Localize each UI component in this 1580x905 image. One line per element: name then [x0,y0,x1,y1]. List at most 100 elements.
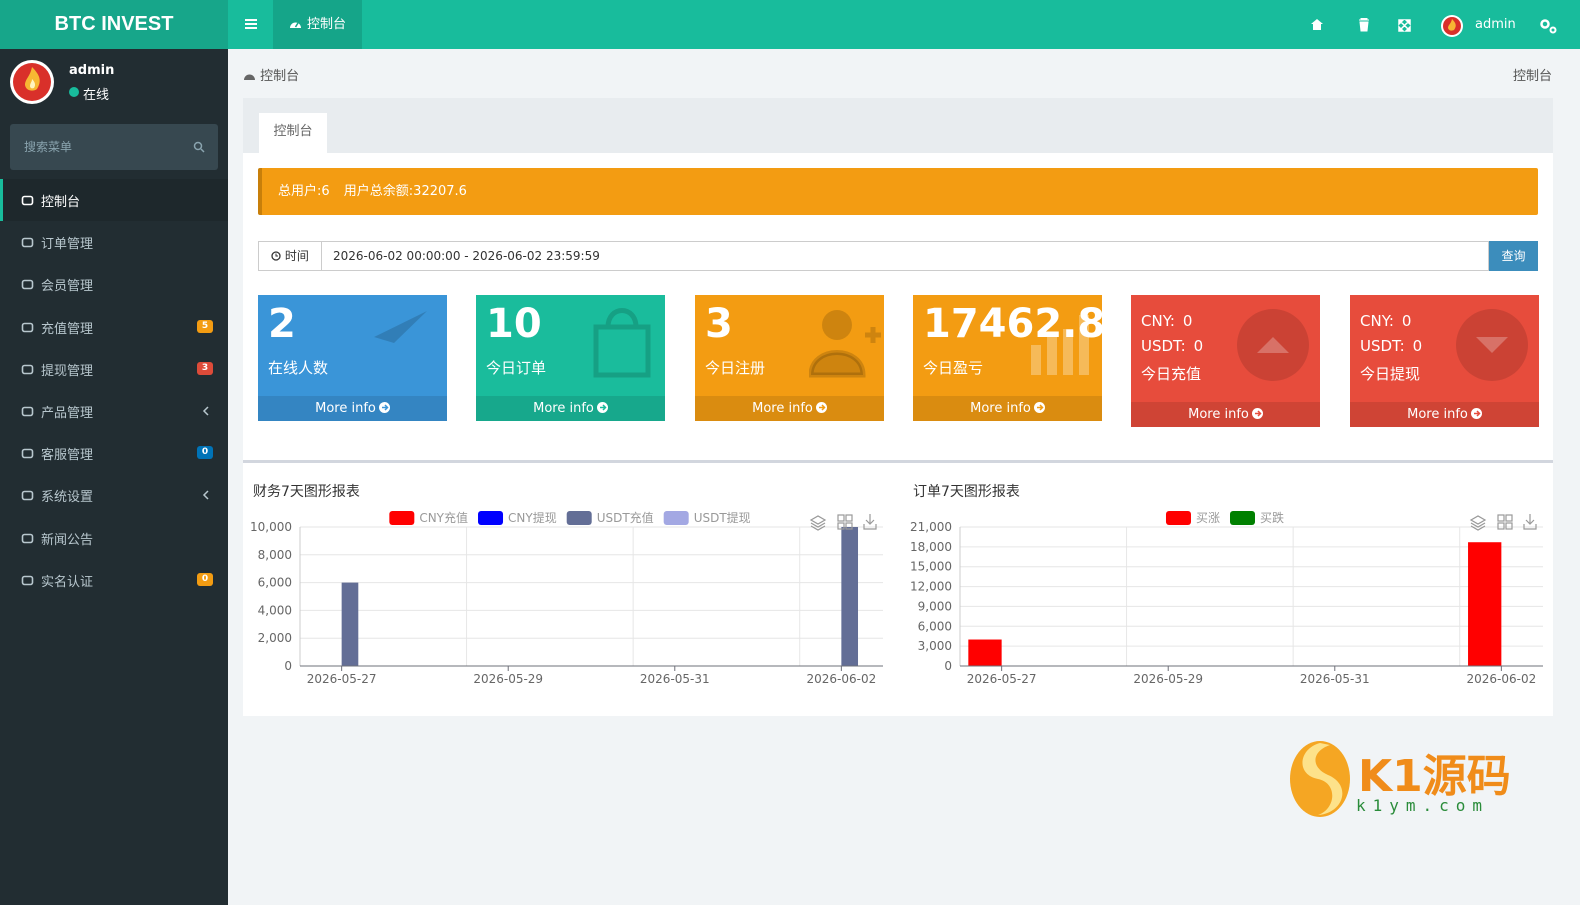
menu-item[interactable]: 客服管理 0 [0,432,228,474]
watermark-brand: K1源码 [1358,751,1511,802]
bar [841,527,859,666]
y-tick-label: 8,000 [258,548,292,562]
x-tick-label: 2026-05-29 [1133,672,1203,686]
menu-item[interactable]: 系统设置 [0,474,228,516]
stat-footer[interactable]: More info [258,396,447,421]
logo[interactable]: BTC INVEST [0,0,228,49]
toolbox[interactable] [809,514,877,531]
stat-icon [1237,309,1309,381]
menu-chevron [202,490,209,500]
menu-label: 新闻公告 [41,532,94,548]
menu-item[interactable]: 实名认证 0 [0,559,228,601]
menu-icon [21,280,34,290]
x-tick-label: 2026-05-31 [1300,672,1370,686]
more-info-icon [1251,408,1263,419]
stat-label: 今日充值 [1141,365,1202,383]
legend-item[interactable]: USDT充值 [566,510,654,525]
x-tick-label: 2026-06-02 [806,672,876,686]
legend-label: CNY充值 [419,510,468,525]
arrow [1036,404,1044,411]
menu-icon [21,406,34,417]
y-tick-label: 2,000 [258,631,292,645]
menu-item[interactable]: 订单管理 [0,221,228,263]
legend-swatch [389,511,415,525]
stat-footer[interactable]: More info [695,396,884,421]
menu-badge: 3 [197,361,213,375]
stat-footer[interactable]: More info [1350,402,1539,427]
stat-icon [1456,309,1528,381]
tab[interactable]: 控制台 [259,113,327,153]
stat-value: 10 [486,301,542,347]
legend-item[interactable]: CNY充值 [389,510,468,525]
menu-label: 实名认证 [41,574,94,590]
legend-item[interactable]: 买涨 [1165,510,1220,525]
menu-label: 订单管理 [41,237,94,253]
y-tick-label: 6,000 [918,619,952,633]
stat-box: 10 今日订单 More info [476,295,665,421]
header-user[interactable]: admin [1475,17,1516,32]
menu-item[interactable]: 新闻公告 [0,517,228,559]
y-tick-label: 6,000 [258,576,292,590]
menu-item[interactable]: 控制台 [0,179,228,221]
header-tab-label: 控制台 [307,17,347,32]
more-info-icon [378,402,390,413]
stat-footer[interactable]: More info [913,396,1102,421]
more-info: More info [752,401,813,416]
tab-bar: 控制台 [243,98,1553,153]
more-info-icon [1470,408,1482,419]
y-tick-label: 3,000 [918,639,952,653]
sidebar: admin 在线 搜索菜单 控制台 订单管理 会员管理 充值管理 5 提现管理 3 产品管理客… [0,49,228,905]
more-info: More info [970,401,1031,416]
menu-icon-shape [21,195,34,206]
stat-box: CNY: 0 USDT: 0 今日充值 More info [1131,295,1320,427]
legend-label: USDT充值 [597,510,654,525]
header-tab[interactable]: 控制台 [273,0,362,49]
arrow [1254,410,1262,417]
breadcrumb-left[interactable]: 控制台 [260,69,300,84]
menu-label: 提现管理 [41,363,94,379]
chart-title: 订单7天图形报表 [913,484,1020,500]
more-info: More info [1188,407,1249,422]
menu-item[interactable]: 会员管理 [0,263,228,305]
menu-label: 会员管理 [41,279,94,295]
arrow [599,404,607,411]
stat-footer[interactable]: More info [1131,402,1320,427]
y-tick-label: 10,000 [250,520,292,534]
menu-icon [21,491,34,501]
menu-item[interactable]: 提现管理 3 [0,348,228,390]
filter-button[interactable]: 查询 [1489,241,1538,271]
search-box[interactable]: 搜索菜单 [10,124,218,170]
menu-item[interactable]: 产品管理 [0,390,228,432]
legend: 买涨 买跌 [1165,510,1284,525]
menu-icon [21,237,34,248]
bar [968,639,1002,666]
legend-label: CNY提现 [508,510,557,525]
stat-value: 3 [705,301,733,347]
divider [243,460,1553,463]
arrow [1473,410,1481,417]
toolbox[interactable] [1469,514,1537,531]
menu-icon-shape [21,280,34,290]
status-dot [69,87,79,97]
legend-item[interactable]: 买跌 [1230,510,1284,525]
watermark-url: k1ym.com [1356,796,1490,815]
legend-item[interactable]: CNY提现 [478,510,557,525]
legend-label: 买跌 [1260,510,1284,525]
more-info: More info [533,401,594,416]
menu-badge: 0 [197,446,213,460]
menu-toggle[interactable] [244,18,258,30]
filter-input[interactable]: 2026-06-02 00:00:00 - 2026-06-02 23:59:5… [333,249,600,263]
stat-line-label: CNY: [1360,312,1394,330]
more-info: More info [1407,407,1468,422]
menu-label: 系统设置 [41,490,94,506]
header-icons[interactable] [1310,15,1560,37]
menu-item[interactable]: 充值管理 5 [0,306,228,348]
menu-label: 产品管理 [41,406,94,421]
alert-balance: 用户总余额:32207.6 [343,184,467,199]
stat-value: 17462.8 [923,301,1102,347]
legend-item[interactable]: USDT提现 [663,510,751,525]
stat-footer[interactable]: More info [476,396,665,421]
breadcrumb-right: 控制台 [1513,69,1553,84]
stat-line-label: USDT: [1141,337,1186,355]
